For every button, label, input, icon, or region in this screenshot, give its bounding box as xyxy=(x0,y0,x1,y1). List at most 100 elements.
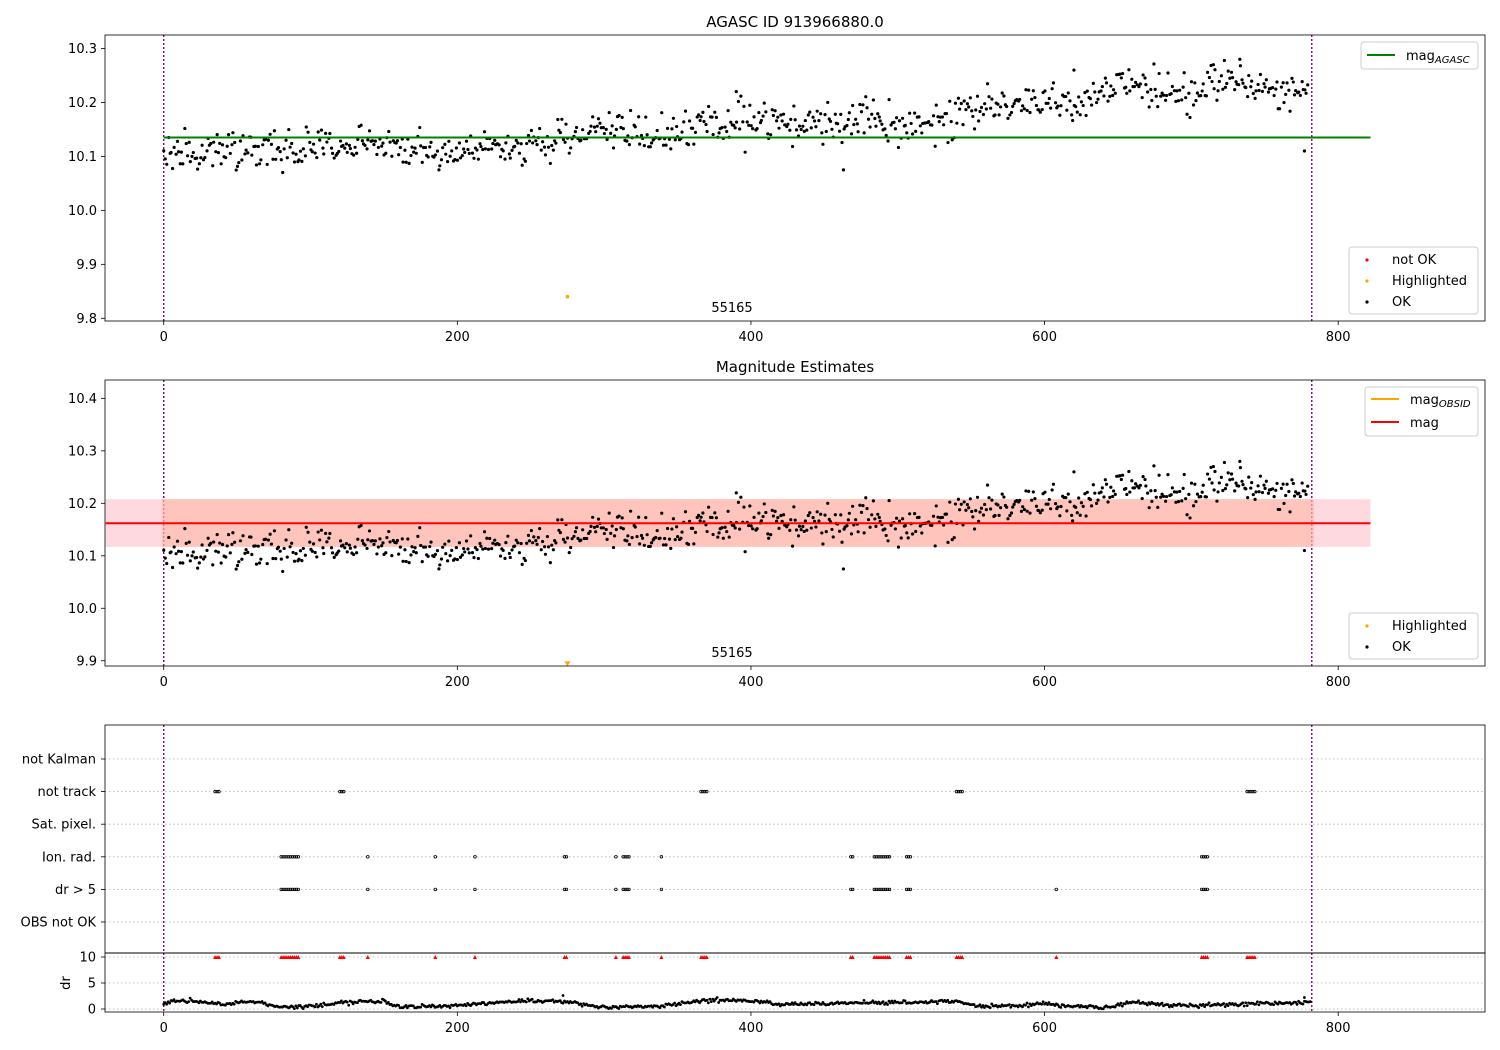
ok-point xyxy=(373,539,377,543)
ok-point xyxy=(535,143,539,147)
dr-clipped-marker xyxy=(564,955,569,959)
ok-point xyxy=(1271,86,1275,90)
dr-point xyxy=(1009,1005,1013,1009)
ok-point xyxy=(993,513,997,518)
ok-point xyxy=(1025,509,1029,513)
ok-point xyxy=(892,120,896,124)
ok-point xyxy=(454,545,458,550)
ok-point xyxy=(409,153,413,158)
ok-point xyxy=(366,538,370,542)
flag-point xyxy=(614,855,618,859)
ok-point xyxy=(1302,548,1307,553)
ok-point xyxy=(1222,460,1226,465)
ok-point xyxy=(263,137,268,141)
y-tick-label: 5 xyxy=(88,977,96,992)
ok-point xyxy=(989,106,993,110)
ok-point xyxy=(413,546,417,550)
ok-point xyxy=(1247,475,1251,479)
ok-point xyxy=(828,119,833,123)
ok-point xyxy=(896,145,901,150)
ok-point xyxy=(462,147,466,151)
ok-point xyxy=(1008,513,1012,518)
y-tick-label: 10.0 xyxy=(68,204,97,219)
ok-point xyxy=(493,138,497,142)
ok-point xyxy=(705,129,709,134)
ok-point xyxy=(428,145,432,149)
ok-point xyxy=(799,528,803,532)
ok-point xyxy=(163,157,167,161)
ok-point xyxy=(1292,93,1297,97)
ok-point xyxy=(445,559,450,563)
ok-point xyxy=(933,544,937,548)
ok-point xyxy=(490,546,494,551)
ok-point xyxy=(1256,82,1260,87)
legend-box xyxy=(1348,246,1479,315)
ok-point xyxy=(388,540,392,544)
ok-point xyxy=(757,110,761,115)
ok-point xyxy=(1284,493,1288,498)
ok-point xyxy=(218,141,222,145)
ok-point xyxy=(983,102,987,106)
ok-point xyxy=(1085,490,1089,494)
flag-point xyxy=(960,789,964,794)
ok-point xyxy=(581,128,585,132)
ok-point xyxy=(375,152,379,157)
ok-point xyxy=(660,111,664,115)
ok-point xyxy=(498,155,503,159)
x-tick-label: 600 xyxy=(1032,330,1057,345)
ok-point xyxy=(404,160,408,164)
ok-point xyxy=(1225,81,1229,86)
ok-point xyxy=(1282,100,1286,105)
ok-point xyxy=(1170,486,1174,490)
ok-point xyxy=(826,501,830,505)
ok-point xyxy=(812,519,817,523)
ok-point xyxy=(610,524,614,528)
ok-point xyxy=(883,127,887,131)
ok-point xyxy=(751,527,755,531)
ok-point xyxy=(949,120,953,124)
dr-point xyxy=(1056,1003,1060,1007)
ok-point xyxy=(303,154,307,158)
dr-point xyxy=(561,994,565,997)
ok-point xyxy=(1253,96,1257,100)
ok-point xyxy=(896,545,901,549)
ok-point xyxy=(805,528,809,532)
ok-point xyxy=(1215,98,1219,102)
ok-point xyxy=(1216,89,1220,93)
ok-point xyxy=(310,150,314,154)
ok-point xyxy=(272,529,277,533)
ok-point xyxy=(1207,75,1212,80)
ok-point xyxy=(1205,70,1210,74)
ok-point xyxy=(458,555,463,559)
ok-point xyxy=(979,105,984,110)
ok-point xyxy=(1234,80,1238,84)
flag-point xyxy=(1201,887,1206,892)
ok-point xyxy=(344,142,349,146)
ok-point xyxy=(1230,477,1235,481)
dr-point xyxy=(900,1001,904,1005)
ok-point xyxy=(279,557,283,561)
flag-label: dr > 5 xyxy=(55,883,96,898)
ok-point xyxy=(205,149,209,153)
obsid-label: 55165 xyxy=(711,301,752,316)
ok-point xyxy=(560,117,564,121)
ok-point xyxy=(711,132,715,137)
ok-point xyxy=(356,537,360,541)
dr-point xyxy=(345,1000,349,1004)
ok-point xyxy=(714,516,719,520)
ok-point xyxy=(1187,91,1191,95)
ok-point xyxy=(1260,89,1265,93)
dr-point xyxy=(1223,1005,1227,1008)
ok-point xyxy=(507,551,511,556)
ok-point xyxy=(1241,81,1245,85)
ok-point xyxy=(967,105,971,109)
dr-point xyxy=(429,1005,433,1009)
ok-point xyxy=(525,141,529,146)
ok-point xyxy=(1066,492,1070,496)
ok-point xyxy=(212,140,216,144)
flag-point xyxy=(1203,887,1208,892)
flag-point xyxy=(287,855,291,859)
ok-point xyxy=(266,138,270,142)
flag-point xyxy=(285,855,289,859)
legend-points-agasc: not OK Highlighted OK xyxy=(1348,246,1479,315)
